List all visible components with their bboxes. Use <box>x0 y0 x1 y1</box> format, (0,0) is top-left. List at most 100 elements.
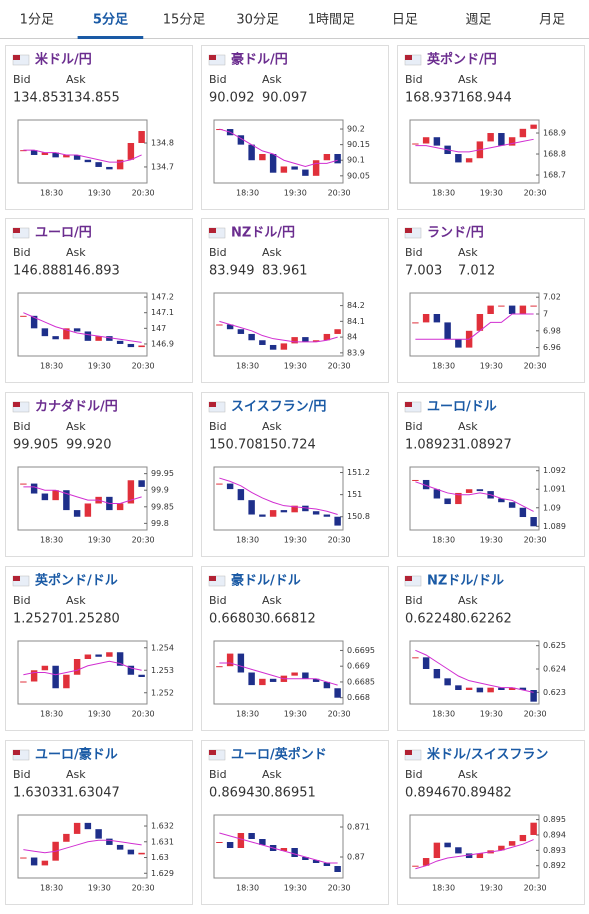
chart-frame <box>213 466 344 531</box>
candle <box>116 652 124 666</box>
ask-value: 0.86951 <box>262 786 316 801</box>
tab[interactable]: 1時間足 <box>308 13 355 28</box>
bid-value: 0.89467 <box>405 786 459 801</box>
candle <box>63 328 70 340</box>
candle <box>323 514 331 517</box>
candle <box>52 490 59 501</box>
y-tick-label: 151.2 <box>347 468 370 477</box>
flag <box>13 228 20 233</box>
candle <box>323 153 331 161</box>
pair-name[interactable]: 英ポンド/ドル <box>34 573 118 589</box>
candle <box>433 314 441 323</box>
candle <box>73 328 81 332</box>
ask-value: 99.920 <box>66 438 112 453</box>
chart-frame <box>17 119 148 184</box>
candle <box>216 842 223 843</box>
flag <box>209 402 216 407</box>
pair-name[interactable]: ユーロ/ドル <box>427 400 497 415</box>
x-tick-label: 20:30 <box>132 189 155 198</box>
tab[interactable]: 5分足 <box>93 12 129 28</box>
pair-name[interactable]: ユーロ/円 <box>35 226 92 241</box>
candle <box>323 863 331 866</box>
moving-average <box>23 660 142 676</box>
candle <box>63 833 70 842</box>
y-tick-label: 0.895 <box>543 815 566 824</box>
candle <box>216 666 223 668</box>
x-tick-label: 20:30 <box>524 884 547 893</box>
candle <box>455 339 462 348</box>
tab[interactable]: 1分足 <box>20 13 54 28</box>
pair-name[interactable]: ランド/円 <box>427 226 484 241</box>
x-tick-label: 19:30 <box>284 710 307 719</box>
pair-name[interactable]: NZドル/ドル <box>427 574 504 589</box>
candle <box>237 489 245 501</box>
tab[interactable]: 週足 <box>466 13 492 28</box>
candle <box>519 128 527 138</box>
pair-name[interactable]: 豪ドル/円 <box>231 52 288 68</box>
pair-name[interactable]: 英ポンド/円 <box>426 52 497 68</box>
pair-name[interactable]: NZドル/円 <box>231 226 295 241</box>
tab[interactable]: 15分足 <box>163 13 206 28</box>
candle <box>138 852 145 855</box>
x-tick-label: 19:30 <box>88 362 111 371</box>
candle <box>73 510 81 517</box>
candle <box>291 505 298 513</box>
candle <box>259 153 266 161</box>
pair-name[interactable]: 米ドル/円 <box>35 52 92 68</box>
candle <box>519 507 527 518</box>
y-tick-label: 90.2 <box>347 125 365 134</box>
pair-name[interactable]: スイスフラン/円 <box>231 400 326 415</box>
y-tick-label: 168.9 <box>543 129 566 138</box>
moving-average <box>415 138 534 153</box>
y-tick-label: 1.253 <box>151 666 174 675</box>
tab[interactable]: 月足 <box>539 13 565 28</box>
moving-average <box>23 149 142 163</box>
candle <box>52 665 59 689</box>
y-tick-label: 147.2 <box>151 293 174 302</box>
candle <box>237 135 245 145</box>
tab[interactable]: 日足 <box>392 13 418 28</box>
candle <box>127 480 135 504</box>
candle <box>237 653 245 673</box>
flag <box>405 750 412 755</box>
ask-value: 1.63047 <box>66 786 120 801</box>
tab[interactable]: 30分足 <box>236 13 279 28</box>
pair-name[interactable]: 米ドル/スイスフラン <box>427 747 548 763</box>
pair-name[interactable]: ユーロ/豪ドル <box>35 747 118 763</box>
flag <box>405 228 412 233</box>
candle <box>248 672 255 686</box>
x-tick-label: 20:30 <box>328 884 351 893</box>
y-tick-label: 1.632 <box>151 822 174 831</box>
candle <box>30 670 38 682</box>
x-tick-label: 19:30 <box>284 884 307 893</box>
x-tick-label: 18:30 <box>432 362 455 371</box>
flag <box>405 55 412 60</box>
candle <box>41 328 49 337</box>
pair-name[interactable]: カナダドル/円 <box>35 399 118 415</box>
x-tick-label: 20:30 <box>132 884 155 893</box>
x-tick-label: 18:30 <box>40 189 63 198</box>
candle <box>530 124 537 129</box>
ask-value: 1.25280 <box>66 612 120 627</box>
flag <box>209 228 216 233</box>
candle <box>312 511 320 515</box>
pair-name[interactable]: 豪ドル/ドル <box>231 573 301 589</box>
pair-name[interactable]: ユーロ/英ポンド <box>231 747 327 763</box>
x-tick-label: 19:30 <box>480 189 503 198</box>
candle <box>433 489 441 499</box>
candle <box>302 672 309 679</box>
x-tick-label: 20:30 <box>524 710 547 719</box>
y-tick-label: 1.089 <box>543 522 566 531</box>
x-tick-label: 20:30 <box>328 536 351 545</box>
y-tick-label: 6.96 <box>543 343 561 352</box>
x-tick-label: 18:30 <box>40 536 63 545</box>
ask-label: Ask <box>458 768 478 781</box>
candle <box>95 336 102 341</box>
candle <box>476 489 484 492</box>
candle <box>291 672 298 676</box>
bid-value: 0.66803 <box>209 612 263 627</box>
bid-label: Bid <box>209 246 227 259</box>
candle <box>95 654 102 657</box>
ask-label: Ask <box>262 420 282 433</box>
